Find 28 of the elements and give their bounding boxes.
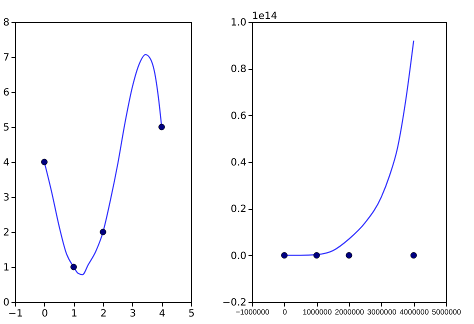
y-tick-label: 3	[3, 192, 10, 204]
y-tick-label: 0.8	[230, 64, 246, 76]
point	[70, 264, 77, 270]
y-tick-label: 1.0	[230, 18, 246, 28]
point	[100, 228, 106, 236]
x-tick-label: −1	[8, 308, 23, 320]
y-tick-label: 0	[3, 298, 10, 308]
y-tick-label: 1	[3, 262, 10, 274]
y-tick-label: 6	[3, 88, 10, 98]
y-tick-label: −0.2	[222, 298, 246, 308]
y-tick-label: 0.6	[230, 110, 246, 122]
point	[41, 158, 48, 166]
y-tick-label: 2	[3, 228, 10, 238]
y-tick-label: 7	[3, 52, 10, 64]
x-tick-label: 0	[42, 308, 48, 320]
x-tick-label: 3	[130, 308, 136, 320]
x-tick-label: 1	[70, 308, 78, 320]
point	[158, 124, 165, 130]
y-tick-label: 4	[3, 158, 10, 168]
x-tick-label: 2	[100, 308, 107, 320]
y-tick-label: 5	[3, 122, 10, 134]
y-tick-label: 0.2	[230, 204, 246, 216]
x-tick-label: 5	[188, 308, 195, 320]
x-tick-label: 4	[158, 308, 166, 320]
text: 1e14	[252, 11, 278, 22]
y-tick-label: 0.0	[230, 250, 246, 262]
y-tick-label: 0.4	[230, 158, 246, 168]
y-tick-label: 8	[3, 18, 10, 28]
